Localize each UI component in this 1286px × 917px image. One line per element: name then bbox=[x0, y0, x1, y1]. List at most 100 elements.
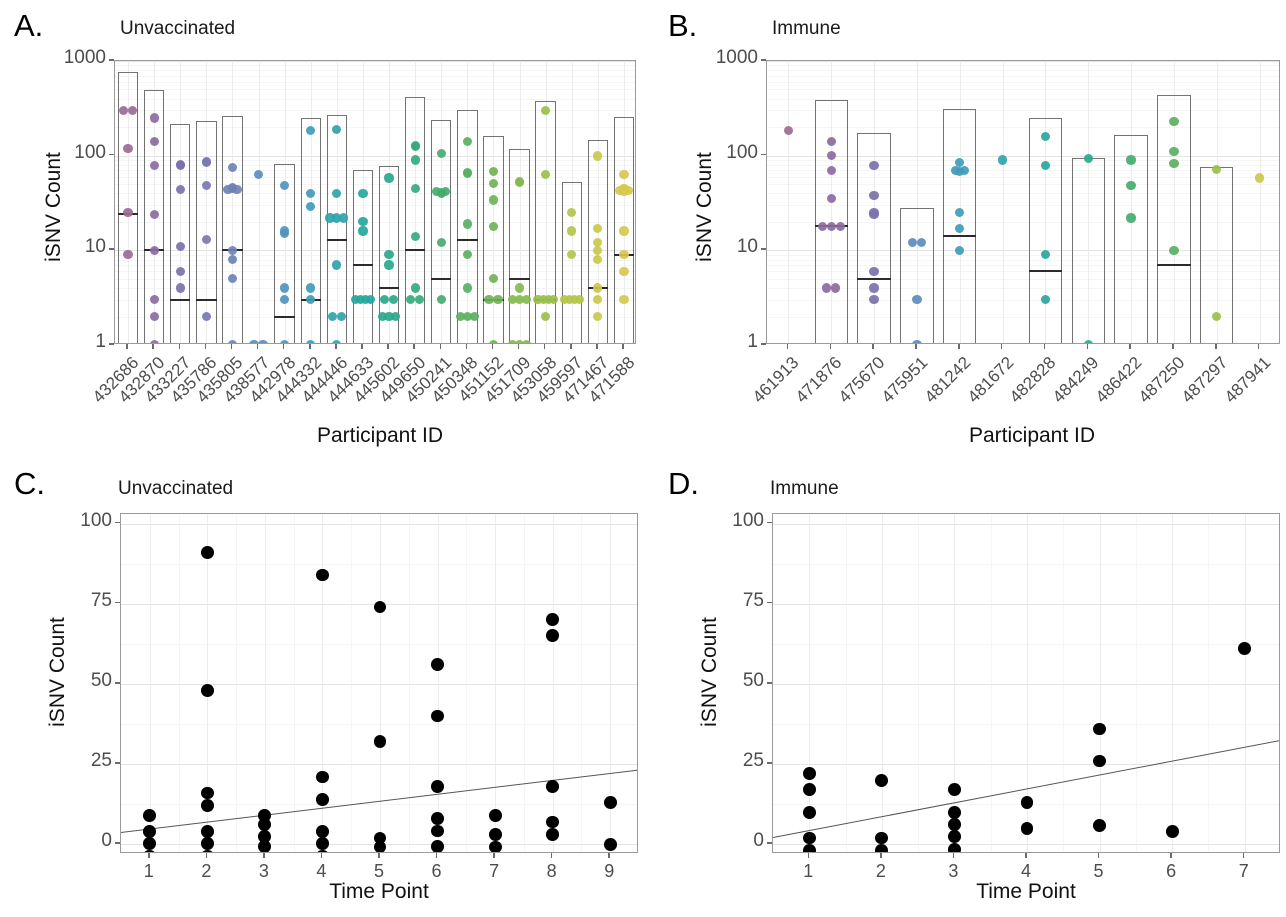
gridline-horizontal bbox=[767, 259, 1279, 261]
data-point bbox=[462, 167, 472, 177]
gridline-vertical bbox=[581, 514, 583, 852]
data-point bbox=[955, 223, 965, 234]
data-point bbox=[175, 160, 185, 170]
gridline-horizontal bbox=[115, 254, 635, 256]
x-tick-mark bbox=[230, 344, 233, 349]
y-tick-label: 25 bbox=[90, 750, 112, 772]
data-point bbox=[200, 837, 214, 851]
data-point bbox=[332, 260, 342, 270]
gridline-vertical bbox=[552, 514, 554, 852]
data-point bbox=[462, 137, 472, 147]
data-point bbox=[484, 295, 494, 305]
data-point bbox=[384, 311, 394, 322]
data-point bbox=[336, 311, 346, 322]
gridline-vertical bbox=[236, 514, 238, 852]
data-point bbox=[559, 295, 569, 305]
data-point bbox=[316, 568, 329, 582]
data-point bbox=[306, 295, 316, 305]
data-point bbox=[514, 340, 525, 343]
y-tick-mark bbox=[761, 343, 766, 345]
data-point bbox=[916, 238, 926, 248]
data-point bbox=[538, 295, 548, 305]
panel-b-letter: B. bbox=[668, 8, 698, 43]
data-point bbox=[619, 170, 629, 180]
data-point bbox=[955, 208, 965, 218]
data-point bbox=[546, 628, 560, 642]
gridline-horizontal bbox=[767, 205, 1279, 207]
data-point bbox=[149, 137, 159, 147]
x-tick-mark bbox=[952, 853, 955, 858]
gridline-horizontal bbox=[767, 221, 1279, 223]
gridline-horizontal bbox=[767, 127, 1279, 129]
x-tick-label: 5 bbox=[1093, 861, 1104, 881]
data-point bbox=[332, 125, 342, 135]
gridline-horizontal bbox=[767, 65, 1279, 67]
gridline-horizontal bbox=[773, 764, 1279, 766]
data-point bbox=[373, 840, 387, 852]
data-point bbox=[948, 843, 961, 852]
gridline-vertical bbox=[1173, 61, 1175, 343]
panel-c-letter: C. bbox=[14, 466, 45, 501]
median-line bbox=[378, 287, 400, 289]
data-point bbox=[432, 186, 442, 196]
range-bar bbox=[814, 100, 848, 343]
gridline-horizontal bbox=[115, 98, 635, 100]
data-point bbox=[232, 184, 242, 194]
data-point bbox=[462, 250, 472, 260]
median-line bbox=[352, 263, 374, 266]
x-tick-mark bbox=[1025, 853, 1027, 858]
gridline-vertical bbox=[881, 514, 883, 852]
gridline-vertical bbox=[1208, 514, 1210, 852]
range-bar bbox=[483, 136, 504, 343]
data-point bbox=[431, 839, 444, 852]
data-point bbox=[869, 161, 879, 171]
median-line bbox=[170, 298, 191, 301]
y-tick-mark bbox=[115, 521, 120, 524]
median-line bbox=[943, 235, 977, 238]
x-tick-mark bbox=[543, 344, 546, 349]
data-point bbox=[521, 340, 531, 343]
data-point bbox=[149, 295, 159, 305]
data-point bbox=[1093, 818, 1106, 832]
x-tick-mark bbox=[309, 344, 311, 349]
x-tick-mark bbox=[378, 853, 380, 858]
x-tick-mark bbox=[256, 344, 259, 349]
data-point bbox=[201, 311, 211, 322]
gridline-horizontal bbox=[767, 316, 1279, 318]
x-tick-mark bbox=[1257, 344, 1260, 349]
data-point bbox=[541, 105, 551, 116]
gridline-horizontal bbox=[767, 82, 1279, 83]
gridline-vertical bbox=[1216, 61, 1218, 343]
data-point bbox=[488, 809, 502, 822]
y-tick-mark bbox=[109, 59, 114, 61]
gridline-vertical bbox=[954, 514, 956, 852]
data-point bbox=[488, 274, 499, 284]
data-point bbox=[469, 311, 479, 322]
data-point bbox=[488, 166, 499, 177]
range-bar bbox=[943, 109, 977, 343]
median-line bbox=[196, 298, 217, 301]
data-point bbox=[365, 295, 376, 305]
y-tick-mark bbox=[115, 682, 120, 684]
x-tick-mark bbox=[263, 853, 265, 858]
data-point bbox=[441, 186, 451, 196]
x-tick-label: 4 bbox=[316, 861, 327, 881]
x-tick-mark bbox=[413, 344, 415, 349]
x-tick-mark bbox=[807, 853, 810, 858]
data-point bbox=[533, 295, 543, 305]
gridline-horizontal bbox=[115, 288, 635, 289]
data-point bbox=[410, 140, 420, 151]
x-tick-mark bbox=[435, 853, 438, 858]
gridline-horizontal bbox=[767, 193, 1279, 195]
data-point bbox=[569, 295, 579, 305]
gridline-vertical bbox=[623, 61, 625, 343]
data-point bbox=[869, 295, 879, 305]
gridline-horizontal bbox=[121, 804, 637, 806]
gridline-vertical bbox=[206, 61, 208, 343]
data-point bbox=[1169, 147, 1179, 157]
data-point bbox=[488, 221, 499, 231]
range-bar bbox=[274, 163, 295, 343]
data-point bbox=[912, 340, 922, 343]
gridline-vertical bbox=[1244, 514, 1246, 852]
data-point bbox=[415, 295, 425, 305]
